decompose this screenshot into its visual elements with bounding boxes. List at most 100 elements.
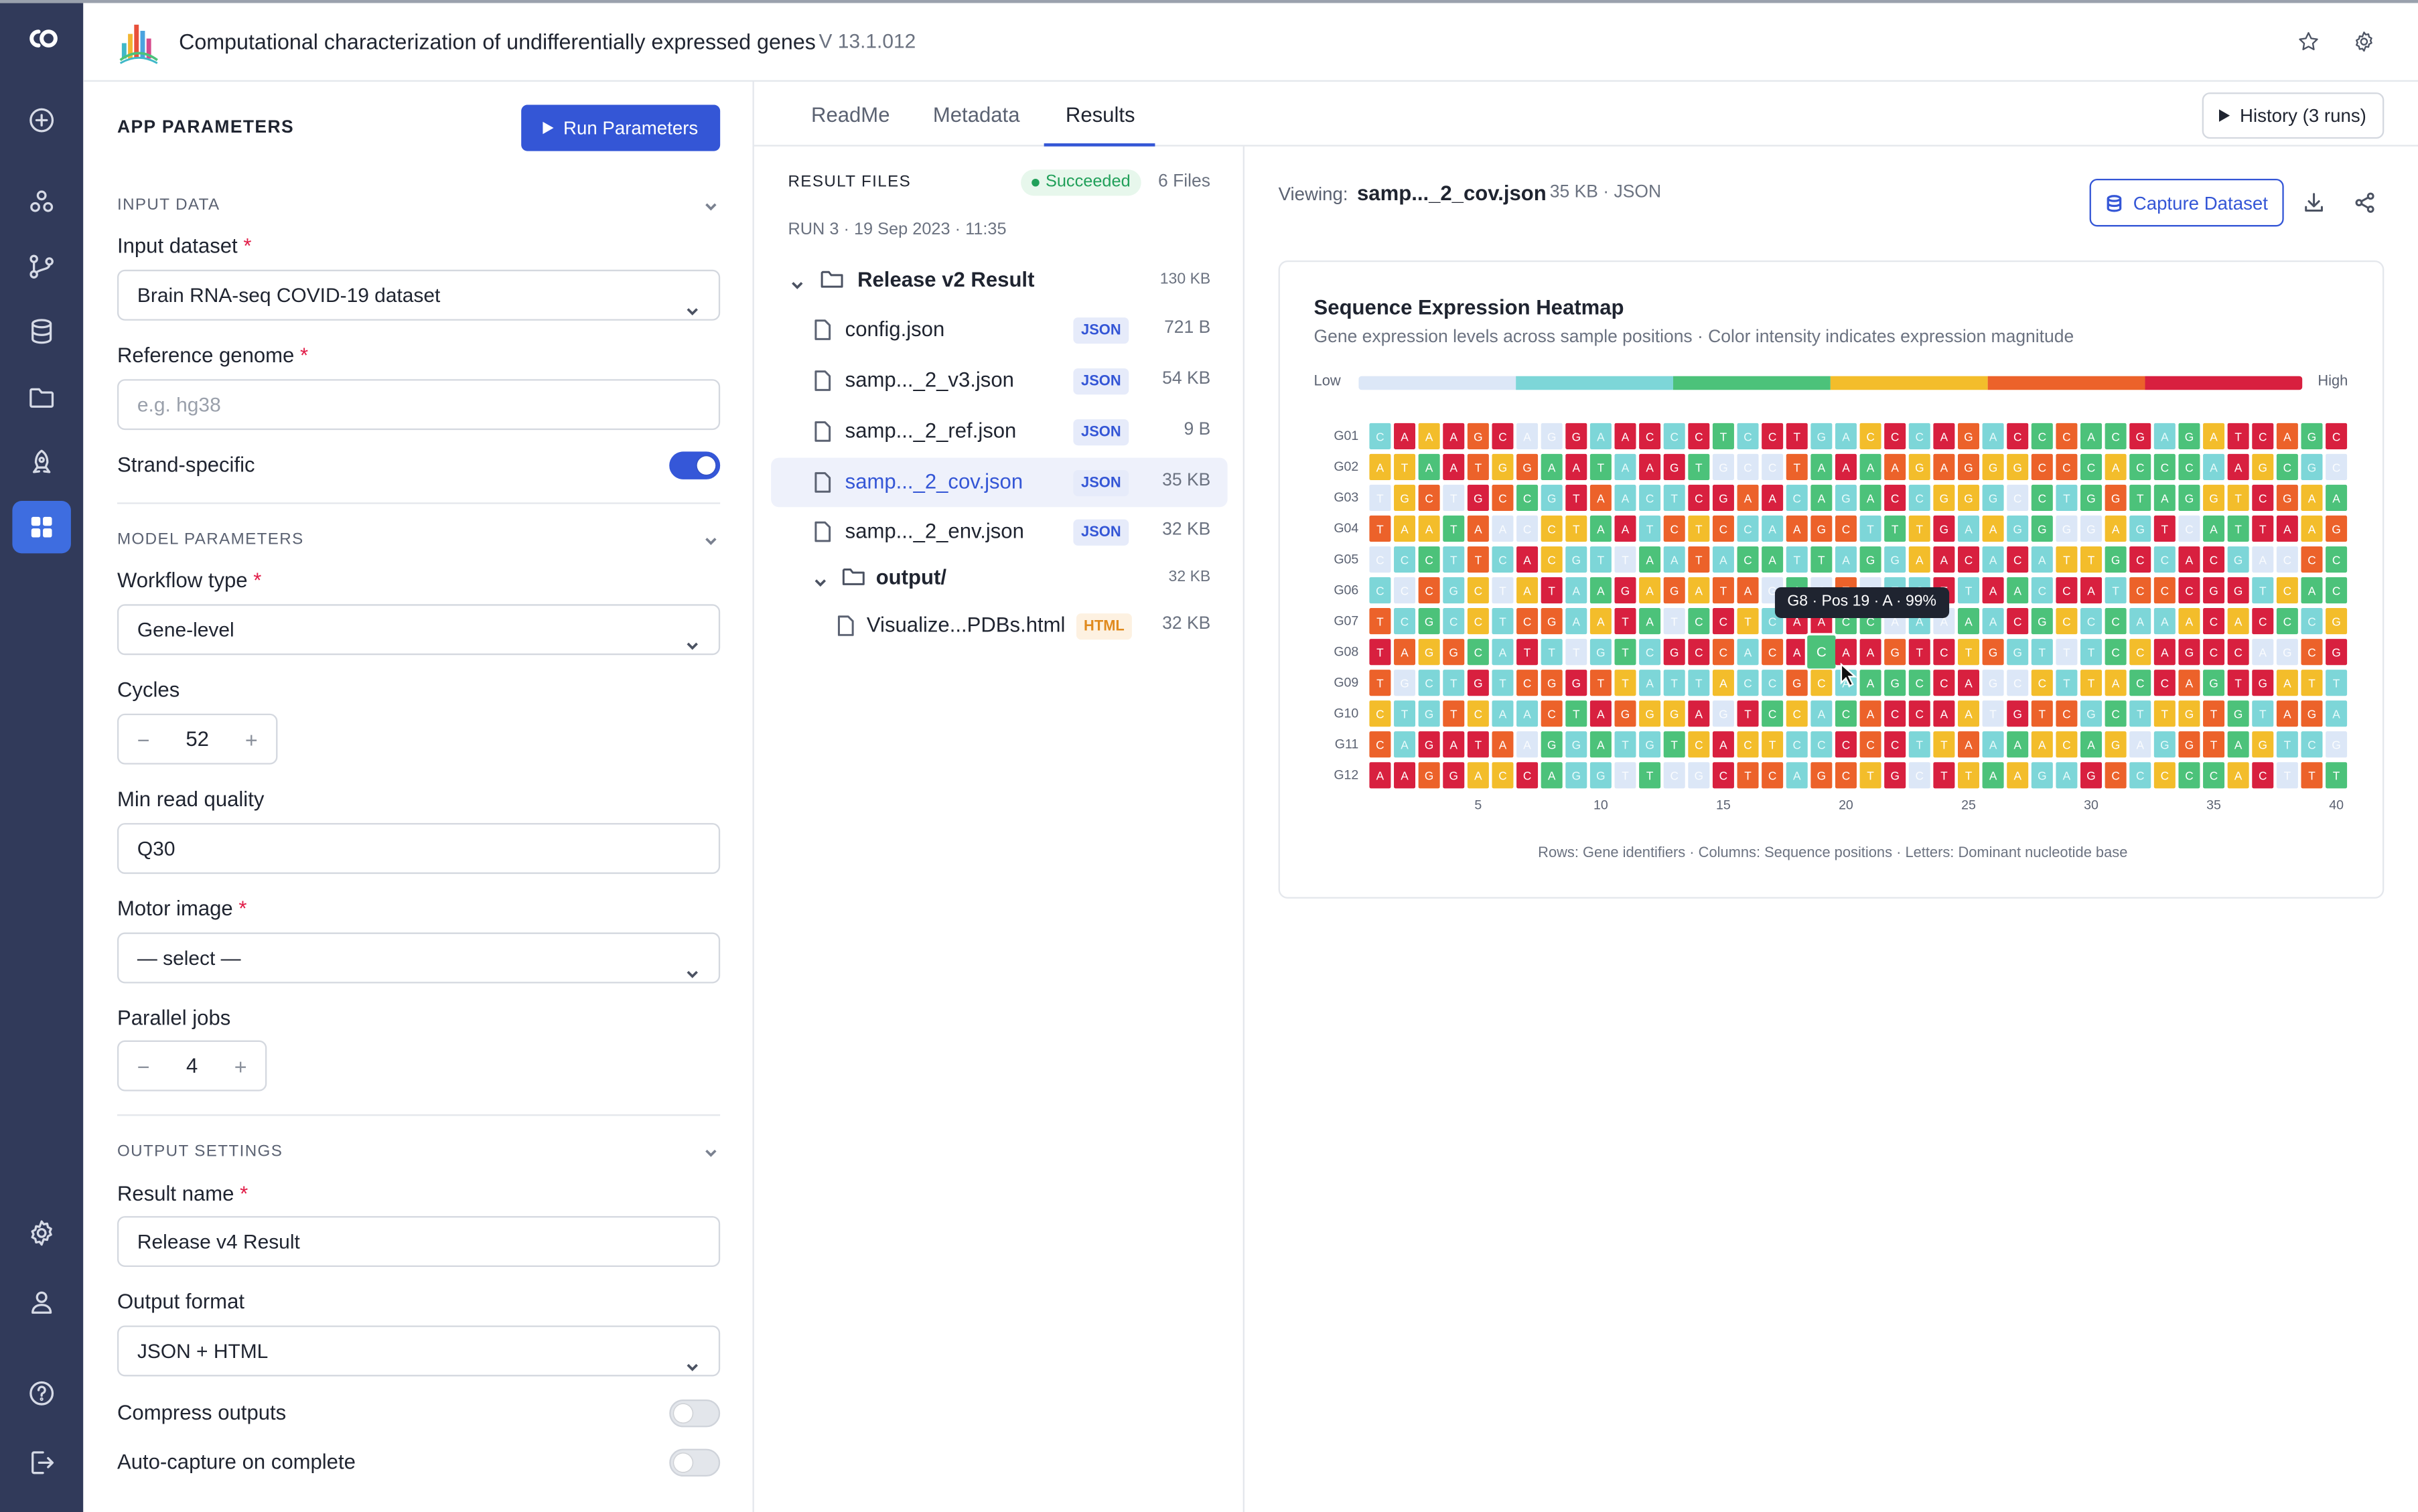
heatmap-cell[interactable]: T [1982,700,2004,727]
folder-row-output[interactable]: output/ 32 KB [771,553,1227,603]
heatmap-cell[interactable]: C [2129,546,2151,573]
heatmap-cell[interactable]: C [1516,484,1539,512]
heatmap-cell[interactable]: G [1884,639,1906,666]
heatmap-cell[interactable]: G [1982,670,2004,696]
heatmap-cell[interactable]: C [1369,577,1391,604]
heatmap-cell[interactable]: A [1737,577,1759,604]
heatmap-cell[interactable]: A [1492,731,1514,758]
heatmap-cell[interactable]: T [1614,762,1636,789]
heatmap-cell[interactable]: A [1982,515,2004,542]
heatmap-cell[interactable]: A [1565,453,1587,480]
heatmap-cell[interactable]: C [1737,546,1759,573]
heatmap-cell[interactable]: T [1663,731,1685,758]
heatmap-cell[interactable]: T [1688,453,1710,480]
heatmap-cell[interactable]: A [1369,453,1391,480]
heatmap-cell[interactable]: T [1467,546,1489,573]
heatmap-cell[interactable]: C [2007,546,2029,573]
star-icon[interactable] [2296,29,2321,54]
heatmap-cell[interactable]: C [2007,423,2029,449]
heatmap-cell[interactable]: A [2031,546,2053,573]
heatmap-cell[interactable]: G [1663,700,1685,727]
heatmap-cell[interactable]: C [1492,423,1514,449]
heatmap-cell[interactable]: G [2301,423,2323,449]
heatmap-cell[interactable]: C [1516,670,1539,696]
capsules-icon[interactable] [12,175,70,228]
capture-dataset-button[interactable]: Capture Dataset [2089,179,2284,227]
heatmap-cell[interactable]: G [1933,515,1955,542]
heatmap-cell[interactable]: C [2252,423,2274,449]
heatmap-cell[interactable]: G [2007,453,2029,480]
heatmap-cell[interactable]: A [1762,515,1784,542]
heatmap-cell[interactable]: C [1786,700,1808,727]
heatmap-cell[interactable]: G [2203,484,2225,512]
heatmap-cell[interactable]: T [1467,453,1489,480]
heatmap-cell[interactable]: T [1492,608,1514,635]
heatmap-cell[interactable]: A [1957,515,1979,542]
heatmap-cell[interactable]: G [2153,731,2176,758]
workflow-type-select[interactable]: Gene-level [117,604,721,656]
heatmap-cell[interactable]: C [2326,577,2348,604]
heatmap-cell[interactable]: C [1737,423,1759,449]
heatmap-cell[interactable]: C [1443,608,1465,635]
heatmap-cell[interactable]: G [2105,484,2127,512]
heatmap-cell[interactable]: A [1982,608,2004,635]
heatmap-cell[interactable]: G [2056,515,2078,542]
heatmap-cell[interactable]: A [1859,639,1881,666]
heatmap-cell[interactable]: C [1418,577,1440,604]
heatmap-cell[interactable]: T [2252,577,2274,604]
download-icon[interactable] [2302,191,2326,214]
heatmap-cell[interactable]: A [1541,453,1563,480]
heatmap-cell[interactable]: T [1467,731,1489,758]
heatmap-cell[interactable]: T [1639,762,1661,789]
heatmap-cell[interactable]: G [2227,700,2249,727]
heatmap-cell[interactable]: C [1394,577,1416,604]
heatmap-cell[interactable]: A [1712,731,1734,758]
heatmap-cell[interactable]: T [1589,453,1612,480]
heatmap-cell[interactable]: C [1786,731,1808,758]
heatmap-cell[interactable]: C [1762,453,1784,480]
heatmap-cell[interactable]: C [2301,731,2323,758]
heatmap-cell[interactable]: C [2129,639,2151,666]
heatmap-cell[interactable]: C [1908,762,1930,789]
heatmap-cell[interactable]: A [1982,731,2004,758]
heatmap-cell[interactable]: A [2203,453,2225,480]
heatmap-cell[interactable]: T [2326,762,2348,789]
heatmap-cell[interactable]: G [1418,700,1440,727]
heatmap-cell[interactable]: A [1810,700,1833,727]
heatmap-cell[interactable]: C [2056,700,2078,727]
heatmap-cell[interactable]: C [2178,515,2200,542]
heatmap-cell[interactable]: T [1565,700,1587,727]
heatmap-cell[interactable]: C [2056,608,2078,635]
heatmap-cell[interactable]: T [2031,700,2053,727]
heatmap-cell[interactable]: A [1737,639,1759,666]
heatmap-cell[interactable]: A [1933,423,1955,449]
heatmap-cell[interactable]: T [1762,731,1784,758]
chevron-down-icon[interactable] [790,273,805,289]
heatmap-cell[interactable]: A [1835,546,1857,573]
heatmap-cell[interactable]: G [1835,484,1857,512]
decrement-button[interactable]: − [137,1053,150,1079]
heatmap-cell[interactable]: A [1762,484,1784,512]
heatmap-cell[interactable]: A [2031,731,2053,758]
heatmap-cell[interactable]: C [2203,546,2225,573]
heatmap-cell[interactable]: A [1859,453,1881,480]
heatmap-cell[interactable]: A [1589,484,1612,512]
heatmap-cell[interactable]: C [1835,515,1857,542]
decrement-button[interactable]: − [137,727,150,752]
heatmap-cell[interactable]: G [2252,453,2274,480]
heatmap-cell[interactable]: T [2276,731,2298,758]
heatmap-cell[interactable]: G [1982,484,2004,512]
heatmap-cell[interactable]: G [2252,670,2274,696]
heatmap-cell[interactable]: T [1614,546,1636,573]
heatmap-cell[interactable]: G [2031,515,2053,542]
heatmap-cell[interactable]: A [1492,639,1514,666]
heatmap-cell[interactable]: G [1810,423,1833,449]
heatmap-cell[interactable]: C [2129,762,2151,789]
heatmap-cell[interactable]: A [2153,608,2176,635]
heatmap-cell[interactable]: A [1982,762,2004,789]
heatmap-cell[interactable]: A [1859,484,1881,512]
heatmap-cell[interactable]: G [1565,731,1587,758]
heatmap-cell[interactable]: A [2056,762,2078,789]
heatmap-cell[interactable]: G [1957,423,1979,449]
heatmap-cell[interactable]: A [2007,762,2029,789]
